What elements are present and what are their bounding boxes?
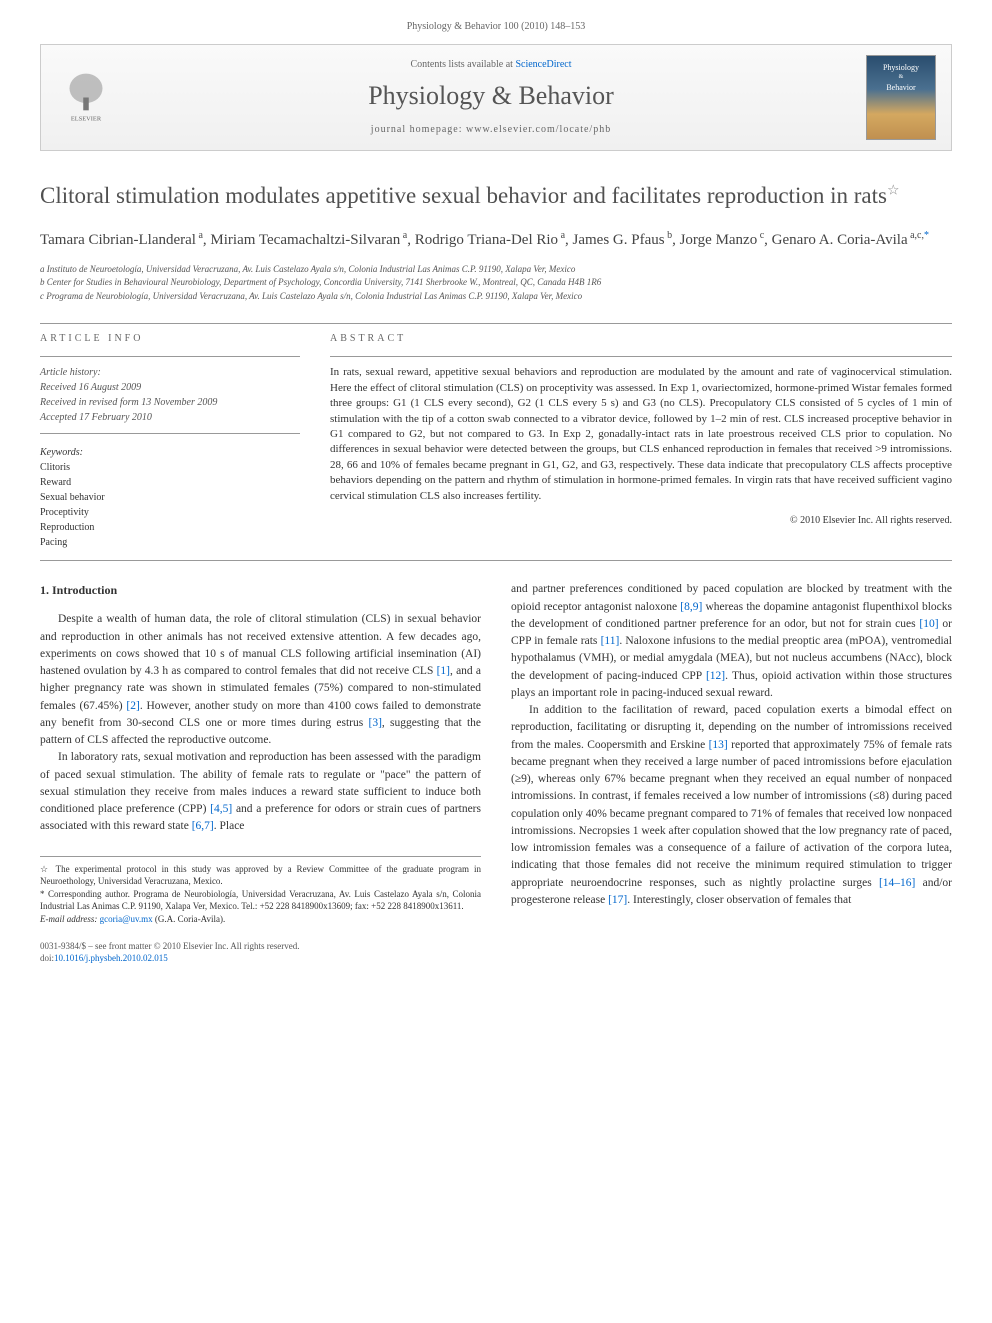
homepage-url[interactable]: www.elsevier.com/locate/phb — [466, 124, 611, 135]
homepage-prefix: journal homepage: — [371, 124, 466, 135]
doi-line: doi:10.1016/j.physbeh.2010.02.015 — [40, 952, 952, 965]
keyword: Sexual behavior — [40, 490, 300, 505]
para-1: Despite a wealth of human data, the role… — [40, 611, 481, 749]
article-info-head: ARTICLE INFO — [40, 332, 300, 346]
journal-homepage-line: journal homepage: www.elsevier.com/locat… — [116, 123, 866, 137]
keyword: Proceptivity — [40, 505, 300, 520]
journal-name: Physiology & Behavior — [116, 78, 866, 114]
author-list: Tamara Cibrian-Llanderal a, Miriam Tecam… — [40, 229, 952, 251]
affiliation-b: b Center for Studies in Behavioural Neur… — [40, 276, 952, 290]
sciencedirect-link[interactable]: ScienceDirect — [515, 59, 571, 70]
title-footnote-star: ☆ — [887, 183, 900, 198]
abstract-column: ABSTRACT In rats, sexual reward, appetit… — [330, 332, 952, 550]
doi-link[interactable]: 10.1016/j.physbeh.2010.02.015 — [54, 953, 168, 963]
issn-copyright: 0031-9384/$ – see front matter © 2010 El… — [40, 940, 952, 953]
corresponding-author-mark: * — [924, 230, 929, 241]
divider — [40, 560, 952, 561]
body-left-column: 1. Introduction Despite a wealth of huma… — [40, 581, 481, 925]
ref-link[interactable]: [10] — [919, 618, 938, 630]
contents-available-line: Contents lists available at ScienceDirec… — [116, 58, 866, 72]
introduction-heading: 1. Introduction — [40, 581, 481, 599]
ref-link[interactable]: [4,5] — [210, 803, 232, 815]
journal-banner: ELSEVIER Contents lists available at Sci… — [40, 44, 952, 151]
body-columns: 1. Introduction Despite a wealth of huma… — [40, 581, 952, 925]
ref-link[interactable]: [3] — [368, 717, 381, 729]
affiliation-c: c Programa de Neurobiología, Universidad… — [40, 290, 952, 304]
affiliations: a Instituto de Neuroetología, Universida… — [40, 263, 952, 304]
article-info-column: ARTICLE INFO Article history: Received 1… — [40, 332, 300, 550]
keyword: Pacing — [40, 535, 300, 550]
body-right-column: and partner preferences conditioned by p… — [511, 581, 952, 925]
affiliation-a: a Instituto de Neuroetología, Universida… — [40, 263, 952, 277]
article-history: Article history: Received 16 August 2009… — [40, 365, 300, 425]
author-2: Miriam Tecamachaltzi-Silvaran a — [210, 232, 407, 248]
history-label: Article history: — [40, 365, 300, 380]
ref-link[interactable]: [8,9] — [680, 601, 702, 613]
ref-link[interactable]: [6,7] — [192, 820, 214, 832]
running-head: Physiology & Behavior 100 (2010) 148–153 — [40, 20, 952, 34]
cover-title: Physiology & Behavior — [867, 62, 935, 93]
article-title: Clitoral stimulation modulates appetitiv… — [40, 181, 952, 211]
keywords-head: Keywords: — [40, 446, 300, 460]
author-3: Rodrigo Triana-Del Rio a — [415, 232, 565, 248]
protocol-footnote: ☆ The experimental protocol in this stud… — [40, 863, 481, 888]
author-5: Jorge Manzo c — [680, 232, 765, 248]
accepted-date: Accepted 17 February 2010 — [40, 410, 300, 425]
contents-prefix: Contents lists available at — [410, 59, 515, 70]
abstract-text: In rats, sexual reward, appetitive sexua… — [330, 365, 952, 504]
ref-link[interactable]: [12] — [706, 670, 725, 682]
revised-date: Received in revised form 13 November 200… — [40, 395, 300, 410]
keyword: Reproduction — [40, 520, 300, 535]
email-footnote: E-mail address: gcoria@uv.mx (G.A. Coria… — [40, 913, 481, 926]
divider — [330, 356, 952, 357]
ref-link[interactable]: [11] — [601, 635, 620, 647]
ref-link[interactable]: [17] — [608, 894, 627, 906]
divider — [40, 356, 300, 357]
ref-link[interactable]: [1] — [437, 665, 450, 677]
info-abstract-row: ARTICLE INFO Article history: Received 1… — [40, 332, 952, 550]
para-2: In laboratory rats, sexual motivation an… — [40, 749, 481, 835]
svg-text:ELSEVIER: ELSEVIER — [71, 115, 102, 122]
page-footer: 0031-9384/$ – see front matter © 2010 El… — [40, 940, 952, 965]
keywords-list: Clitoris Reward Sexual behavior Procepti… — [40, 460, 300, 550]
footnotes: ☆ The experimental protocol in this stud… — [40, 856, 481, 926]
journal-cover-thumbnail: Physiology & Behavior — [866, 55, 936, 140]
keyword: Reward — [40, 475, 300, 490]
email-link[interactable]: gcoria@uv.mx — [100, 914, 153, 924]
keyword: Clitoris — [40, 460, 300, 475]
para-3: and partner preferences conditioned by p… — [511, 581, 952, 702]
ref-link[interactable]: [14–16] — [879, 877, 915, 889]
elsevier-logo-container: ELSEVIER — [56, 68, 116, 128]
abstract-copyright: © 2010 Elsevier Inc. All rights reserved… — [330, 514, 952, 528]
corresponding-author-footnote: * Corresponding author. Programa de Neur… — [40, 888, 481, 913]
received-date: Received 16 August 2009 — [40, 380, 300, 395]
ref-link[interactable]: [13] — [709, 739, 728, 751]
divider — [40, 323, 952, 324]
para-4: In addition to the facilitation of rewar… — [511, 702, 952, 909]
author-1: Tamara Cibrian-Llanderal a — [40, 232, 203, 248]
ref-link[interactable]: [2] — [126, 700, 139, 712]
author-4: James G. Pfaus b — [573, 232, 673, 248]
banner-center: Contents lists available at ScienceDirec… — [116, 58, 866, 136]
divider — [40, 433, 300, 434]
elsevier-tree-icon: ELSEVIER — [61, 70, 111, 125]
abstract-head: ABSTRACT — [330, 332, 952, 346]
author-6: Genaro A. Coria-Avila a,c,* — [772, 232, 929, 248]
